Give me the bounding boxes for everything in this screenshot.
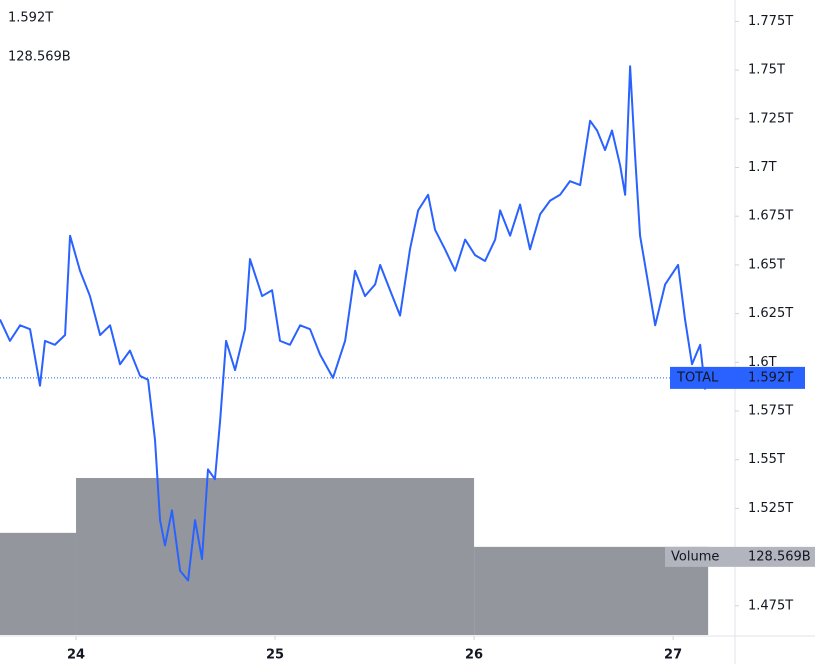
volume-tag [665,546,815,567]
y-tick-label: 1.625T [748,306,793,321]
y-tick-label: 1.475T [748,598,793,613]
y-tick-label: 1.525T [748,501,793,516]
y-tick-label: 1.7T [748,160,777,175]
y-tick-label: 1.6T [748,355,777,370]
x-tick-label: 26 [465,648,483,663]
volume-tag-value: 128.569B [748,549,811,564]
volume-bar [76,478,475,635]
price-line [0,65,707,582]
volume-tag-name: Volume [671,549,719,564]
volume-bar [0,532,77,635]
legend-volume: 128.569B [8,50,71,65]
y-tick-label: 1.725T [748,111,793,126]
y-tick-label: 1.675T [748,209,793,224]
price-tag-value: 1.592T [748,370,793,385]
y-tick-label: 1.575T [748,403,793,418]
x-tick-label: 24 [67,648,85,663]
legend-price: 1.592T [8,11,53,26]
y-tick-label: 1.775T [748,14,793,29]
y-tick-label: 1.75T [748,63,785,78]
y-tick-label: 1.55T [748,452,785,467]
y-tick-label: 1.65T [748,257,785,272]
price-tag [670,366,805,389]
x-tick-label: 27 [664,648,682,663]
price-tag-name: TOTAL [676,370,719,385]
x-tick-label: 25 [266,648,284,663]
